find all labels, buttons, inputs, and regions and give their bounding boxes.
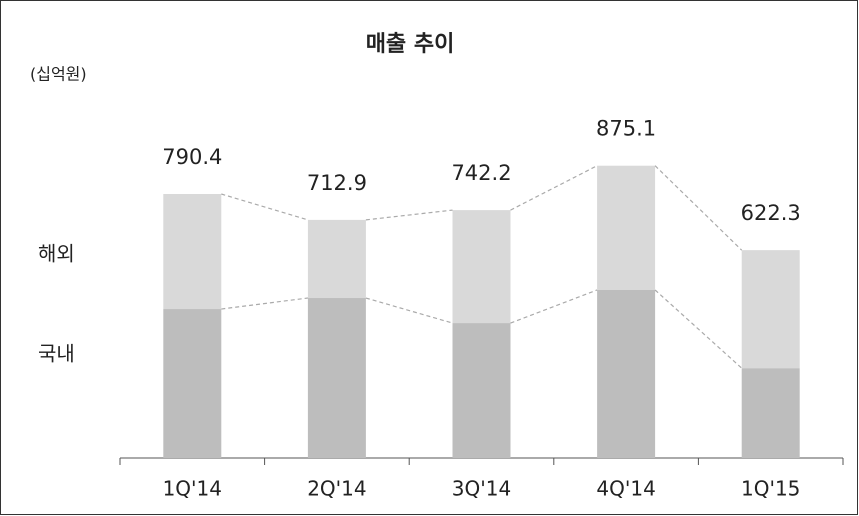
connector	[510, 289, 598, 324]
connector	[654, 289, 743, 369]
total-label: 622.3	[741, 201, 801, 225]
legend-label: 국내	[38, 342, 75, 366]
unit-label: (십억원)	[30, 65, 87, 84]
connector	[510, 165, 598, 211]
total-label: 742.2	[451, 161, 511, 185]
connector	[365, 297, 453, 324]
x-tick-label: 3Q'14	[452, 477, 511, 501]
x-tick-label: 2Q'14	[307, 477, 366, 501]
total-label: 875.1	[596, 117, 656, 141]
x-tick-label: 1Q'14	[163, 477, 222, 501]
chart-title: 매출 추이	[366, 32, 455, 57]
connector	[221, 297, 308, 310]
bar-segment	[163, 309, 222, 458]
connector	[654, 165, 743, 251]
bar-segment	[307, 298, 366, 458]
x-tick-label: 1Q'15	[741, 477, 800, 501]
bar-segment	[163, 194, 222, 310]
bar-segment	[452, 323, 511, 458]
bar-segment	[741, 368, 800, 458]
connector	[365, 209, 453, 221]
bar-segment	[307, 219, 366, 299]
bar-segment	[597, 289, 656, 458]
total-label: 712.9	[307, 171, 367, 195]
legend-label: 해외	[38, 242, 75, 266]
total-label: 790.4	[162, 145, 222, 169]
x-tick-label: 4Q'14	[596, 477, 655, 501]
bar-segment	[741, 250, 800, 369]
bar-segment	[597, 165, 656, 290]
bar-segment	[452, 210, 511, 324]
connector	[221, 193, 309, 221]
